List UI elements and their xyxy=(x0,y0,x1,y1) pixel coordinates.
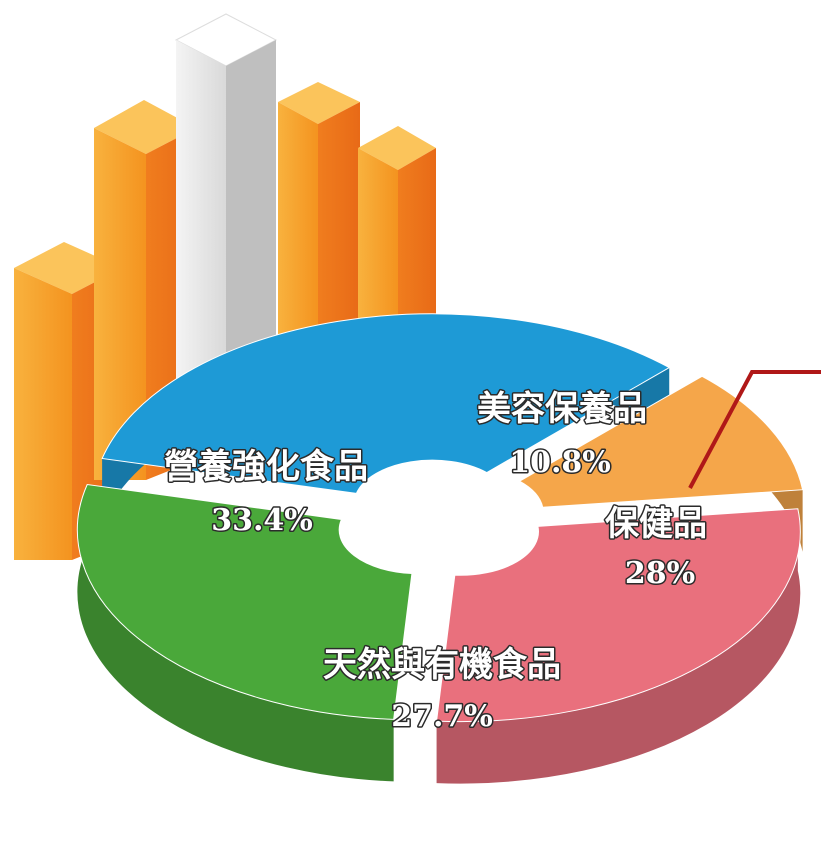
slice-label-organic: 天然與有機食品 xyxy=(323,645,561,685)
pie-slices xyxy=(76,313,804,723)
slice-value-health: 28% xyxy=(625,556,695,591)
slice-value-nutrition: 33.4% xyxy=(211,503,313,538)
slice-label-health: 保健品 xyxy=(605,504,707,544)
slice-organic xyxy=(76,483,413,720)
slice-health-side xyxy=(436,508,801,784)
slice-organic-side xyxy=(77,484,394,782)
pointer-line xyxy=(688,370,821,489)
slice-labels: 營養強化食品 33.4% 美容保養品 10.8% 保健品 28% 天然與有機食品… xyxy=(163,388,709,736)
slice-value-beauty: 10.8% xyxy=(509,445,611,480)
slice-value-organic: 27.7% xyxy=(391,699,493,734)
slice-nutrition xyxy=(101,313,671,494)
slice-health xyxy=(436,508,801,723)
slice-label-nutrition: 營養強化食品 xyxy=(164,447,368,487)
slice-label-beauty: 美容保養品 xyxy=(477,389,647,429)
